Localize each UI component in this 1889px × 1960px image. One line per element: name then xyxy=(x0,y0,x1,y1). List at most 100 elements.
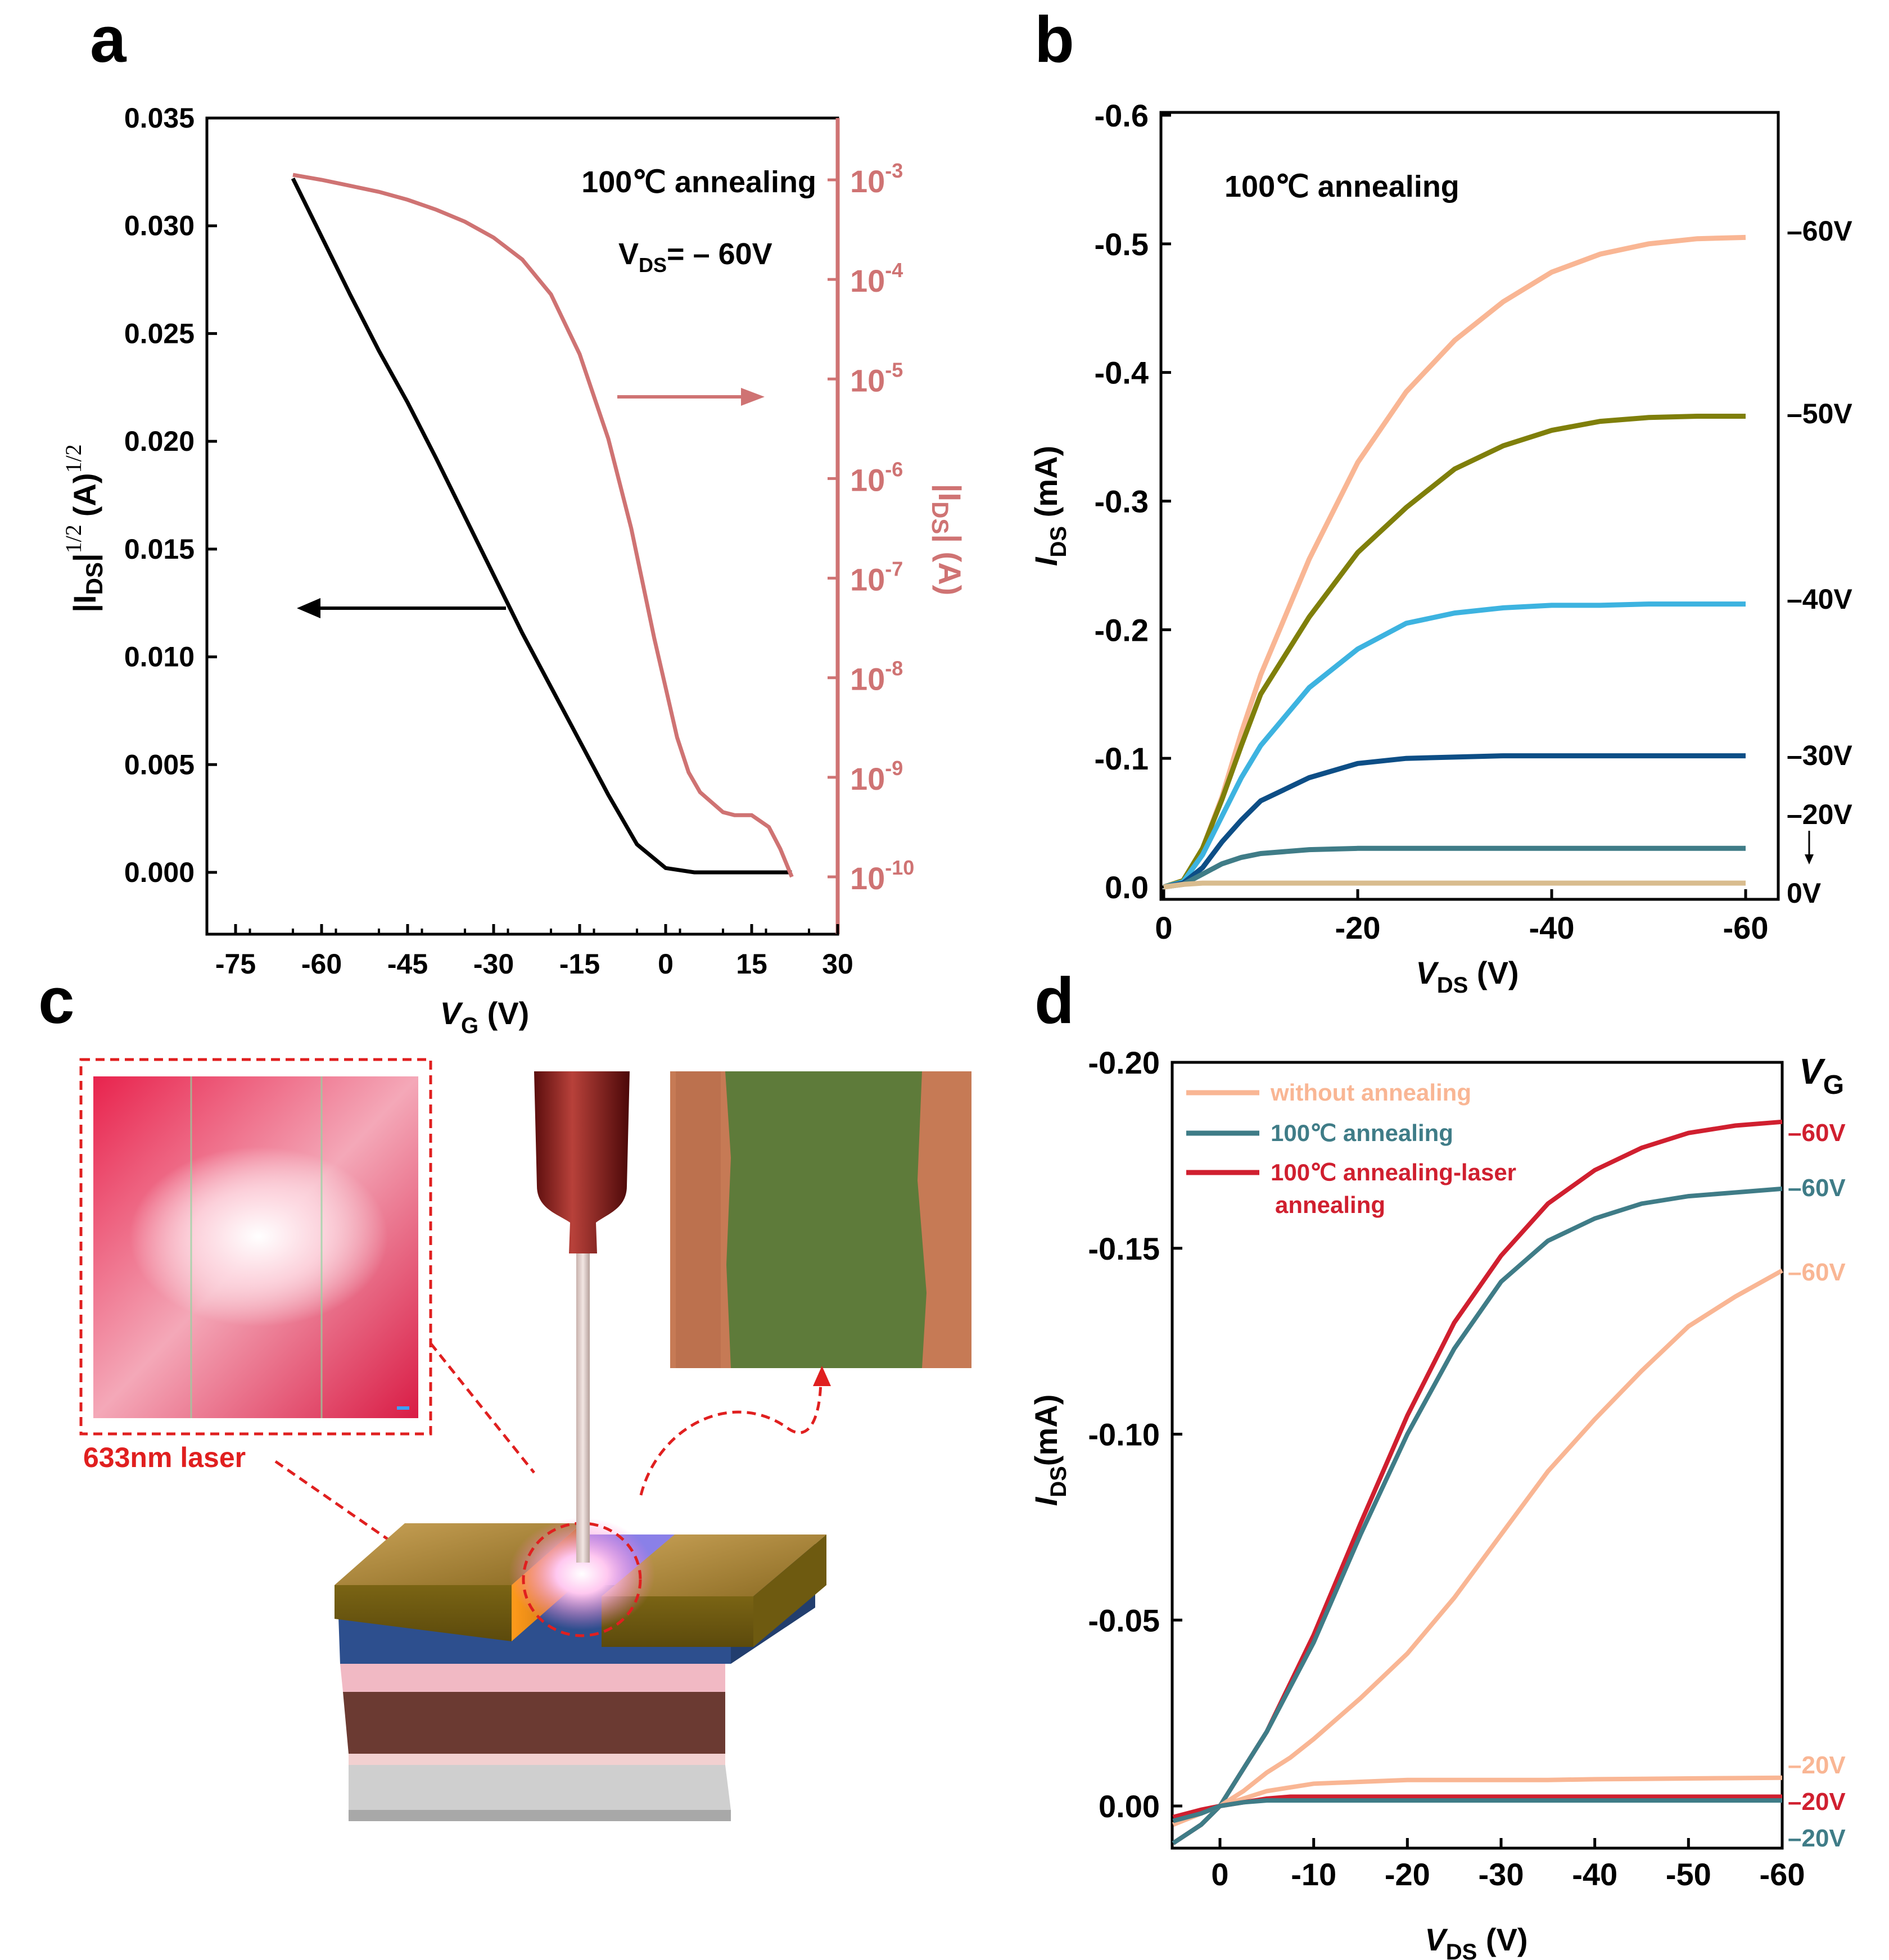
a-ytick-label: 0.000 xyxy=(124,857,195,888)
b-ytick-label: -0.3 xyxy=(1095,484,1149,519)
raman-hotspot xyxy=(129,1147,388,1327)
a-ytick-label: 0.015 xyxy=(124,533,195,565)
panel-d-ylabel: IDS(mA) xyxy=(1028,1395,1071,1506)
left-axis-arrow-head xyxy=(297,598,320,618)
panel-a-right-ylabel: |IDS| (A) xyxy=(927,484,968,596)
a-ytick-label: 0.010 xyxy=(124,641,195,673)
d-xtick-label: 0 xyxy=(1211,1857,1228,1892)
right-axis-arrow-head xyxy=(741,388,765,406)
d-ytick-label: -0.15 xyxy=(1088,1231,1160,1266)
panel-c: c 633nm laser xyxy=(38,964,971,1821)
d-xtick-label: -50 xyxy=(1666,1857,1711,1892)
d-ytick-label: 0.00 xyxy=(1099,1789,1160,1824)
vds-annotation: VDS= – 60V xyxy=(618,237,772,277)
drain-electrode-side xyxy=(753,1534,826,1647)
panel-b-x-ticks: 0 -20 -40 -60 xyxy=(1155,889,1768,945)
b-ytick-label: -0.5 xyxy=(1095,227,1149,262)
b-ytick-label: -0.4 xyxy=(1095,355,1149,391)
panel-a-right-ticks: 10-3 10-4 10-5 10-6 10-7 10-8 10-9 10-10 xyxy=(828,159,914,896)
b-series-line xyxy=(1163,414,1746,890)
panel-b-ylabel: IDS (mA) xyxy=(1028,446,1071,566)
panel-d-x-ticks: 0 -10 -20 -30 -40 -50 -60 xyxy=(1211,1838,1805,1892)
a-xtick-label: 15 xyxy=(736,948,767,980)
b-xtick-label: -60 xyxy=(1723,910,1769,945)
a-xtick-label: -60 xyxy=(301,948,342,980)
panel-d-y-ticks: 0.00 -0.05 -0.10 -0.15 -0.20 xyxy=(1088,1045,1182,1824)
d-series-line xyxy=(1172,1268,1783,1827)
vg-label: VG xyxy=(1799,1051,1844,1100)
panel-a-annotation: 100℃ annealing xyxy=(581,165,816,199)
a-rtick-label: 10-10 xyxy=(850,856,914,896)
source-electrode-front xyxy=(335,1585,512,1641)
d-curve-label: –60V xyxy=(1788,1259,1846,1286)
dashed-arrow xyxy=(639,1377,823,1496)
d-xtick-label: -30 xyxy=(1479,1857,1524,1892)
a-xtick-label: 30 xyxy=(822,948,853,980)
panel-b-annotation: 100℃ annealing xyxy=(1224,170,1459,203)
raman-inset-frame xyxy=(79,1058,432,1436)
panel-b-frame xyxy=(1159,111,1780,901)
a-ytick-label: 0.035 xyxy=(124,102,195,134)
d-series-line xyxy=(1172,1775,1783,1827)
connector-line-1 xyxy=(430,1342,535,1474)
d-curve-label: –20V xyxy=(1788,1788,1846,1816)
a-ytick-label: 0.020 xyxy=(124,426,195,457)
d-curve-label: –20V xyxy=(1788,1825,1846,1852)
d-series-line xyxy=(1172,1186,1783,1845)
a-xtick-label: -75 xyxy=(215,948,256,980)
device-stack xyxy=(335,1518,826,1821)
a-ytick-label: 0.005 xyxy=(124,749,195,780)
b-ytick-label: -0.6 xyxy=(1095,98,1149,133)
panel-a-x-ticks: -75 -60 -45 -30 -15 0 15 30 xyxy=(215,924,853,980)
b-xtick-label: -20 xyxy=(1335,910,1381,945)
b-ytick-label: -0.1 xyxy=(1095,741,1149,776)
panel-d-curve-labels: –60V –60V –60V –20V –20V –20V xyxy=(1788,1119,1846,1852)
gate-layer-edge xyxy=(340,1664,725,1692)
panel-a-xlabel: VG (V) xyxy=(440,995,530,1038)
legend-text-laser: 100℃ annealing-laser xyxy=(1271,1159,1516,1185)
laser-spot xyxy=(509,1518,655,1630)
substrate-layer xyxy=(349,1765,731,1810)
substrate-bottom xyxy=(349,1810,731,1821)
legend-text-laser-2: annealing xyxy=(1275,1192,1385,1218)
panel-d-frame xyxy=(1171,1061,1784,1850)
panel-a-y-ticks: 0.000 0.005 0.010 0.015 0.020 0.025 0.030 0.035 xyxy=(124,102,217,888)
panel-d-series xyxy=(1172,1119,1783,1845)
b-series-line xyxy=(1163,880,1746,890)
legend-text-annealing: 100℃ annealing xyxy=(1271,1120,1453,1146)
panel-label-a: a xyxy=(90,3,127,76)
drain-electrode-top xyxy=(602,1534,826,1596)
b-series-line xyxy=(1163,601,1746,890)
a-xtick-label: -15 xyxy=(559,948,600,980)
laser-label: 633nm laser xyxy=(83,1442,246,1473)
d-xtick-label: -10 xyxy=(1291,1857,1336,1892)
panel-d: d 0 -10 -20 -30 -40 -50 -60 0.00 -0.05 -0.10 -0.1… xyxy=(1028,964,1846,1960)
d-xtick-label: -60 xyxy=(1760,1857,1805,1892)
b-curve-label: –20V xyxy=(1787,799,1852,830)
fiber xyxy=(576,1248,590,1563)
a-rtick-label: 10-7 xyxy=(850,558,903,597)
panel-label-c: c xyxy=(38,964,75,1037)
micrograph-channel xyxy=(725,1071,927,1368)
panel-label-b: b xyxy=(1034,3,1074,76)
drain-electrode-front xyxy=(602,1596,753,1647)
b-xtick-label: 0 xyxy=(1155,910,1172,945)
a-rtick-label: 10-6 xyxy=(850,458,903,497)
panel-d-legend: without annealing 100℃ annealing 100℃ an… xyxy=(1186,1079,1516,1218)
d-curve-label: –60V xyxy=(1788,1119,1846,1147)
panel-b-series xyxy=(1163,234,1746,890)
dashed-arrow-head xyxy=(813,1366,831,1386)
d-ytick-label: -0.20 xyxy=(1088,1045,1160,1080)
a-xtick-label: 0 xyxy=(658,948,674,980)
a-xtick-label: -30 xyxy=(473,948,514,980)
series-sqrt-ids xyxy=(291,177,792,875)
d-xtick-label: -20 xyxy=(1385,1857,1430,1892)
b-curve-label: –50V xyxy=(1787,398,1852,429)
panel-b-xlabel: VDS (V) xyxy=(1416,955,1519,998)
gate-layer xyxy=(343,1692,725,1754)
down-arrow-head xyxy=(1805,854,1814,864)
b-series-line xyxy=(1163,753,1746,890)
a-ytick-label: 0.025 xyxy=(124,318,195,349)
panel-d-xlabel: VDS (V) xyxy=(1425,1922,1528,1960)
